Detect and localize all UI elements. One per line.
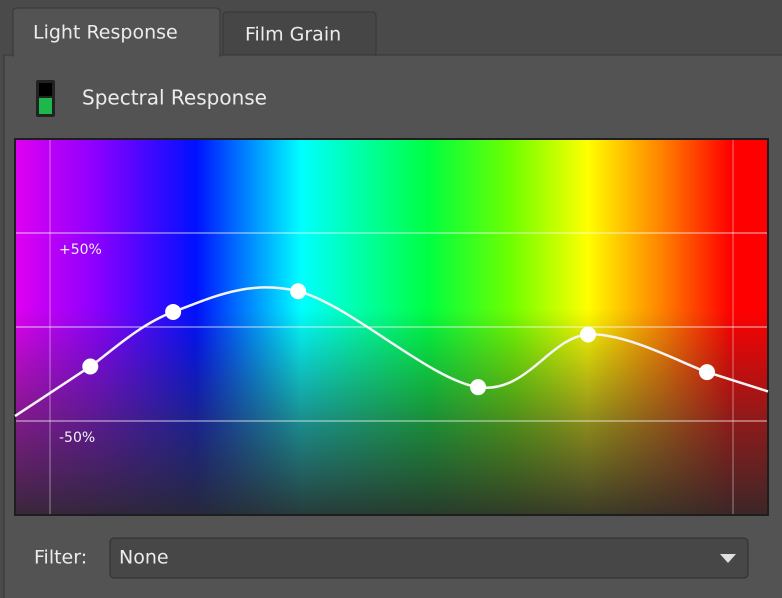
graph-frame — [14, 138, 769, 516]
y-tick-label: -50% — [59, 430, 95, 446]
tab[interactable] — [222, 11, 377, 56]
spectral-graph[interactable]: +50% -50% — [14, 138, 769, 516]
toggle[interactable] — [36, 80, 55, 117]
tab-label[interactable]: Film Grain — [245, 24, 341, 46]
filter-select[interactable]: None — [109, 537, 749, 579]
toggle-off — [39, 83, 52, 96]
select-arrow — [720, 554, 736, 563]
tab-active[interactable] — [12, 7, 221, 57]
control-point[interactable] — [290, 283, 307, 300]
control-point[interactable] — [699, 364, 716, 381]
select-box[interactable] — [109, 537, 749, 579]
control-point[interactable] — [470, 379, 487, 396]
section-title: Spectral Response — [82, 86, 267, 110]
control-point[interactable] — [165, 303, 182, 320]
tab-join — [14, 54, 219, 57]
control-point[interactable] — [580, 326, 597, 343]
y-tick-label: +50% — [59, 242, 102, 258]
toggle-on — [39, 98, 52, 114]
control-point[interactable] — [82, 358, 99, 375]
tab-label[interactable]: Light Response — [33, 22, 178, 44]
filter-label: Filter: — [34, 547, 87, 569]
select-value[interactable]: None — [119, 547, 169, 569]
